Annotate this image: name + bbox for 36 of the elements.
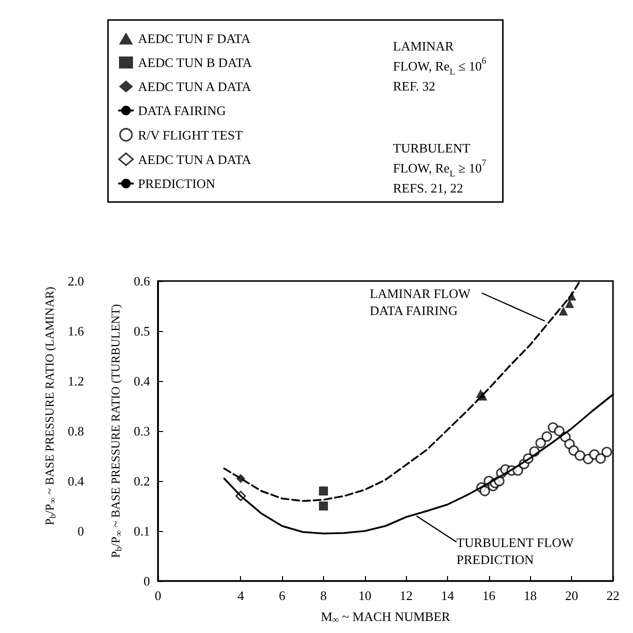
x-tick-label: 8 — [320, 588, 327, 603]
legend-label: PREDICTION — [138, 176, 216, 191]
y-tick-label: 0.2 — [134, 474, 150, 488]
x-tick-label: 12 — [400, 588, 413, 603]
x-axis-title: M∞ ~ MACH NUMBER — [320, 609, 451, 624]
legend-label: AEDC TUN F DATA — [138, 31, 252, 46]
y-tick-label: 0.4 — [134, 374, 150, 388]
y2-tick-label: 0 — [78, 524, 84, 538]
y-tick-label: 0 — [144, 574, 150, 588]
y2-tick-label: 1.2 — [68, 374, 84, 388]
x-tick-label: 14 — [441, 588, 455, 603]
y-tick-label: 0.1 — [134, 524, 150, 538]
annotation: TURBULENT FLOW PREDICTION — [456, 535, 574, 567]
y-axis-title: Pb/P∞ ~ BASE PRESSURE RATIO (TURBULENT) — [108, 304, 124, 558]
x-tick-label: 18 — [524, 588, 537, 603]
x-tick-label: 10 — [358, 588, 372, 603]
x-tick-label: 0 — [154, 588, 162, 603]
x-tick-label: 22 — [606, 588, 620, 603]
legend-label: DATA FAIRING — [138, 103, 226, 118]
legend-label: R/V FLIGHT TEST — [138, 127, 243, 142]
x-tick-label: 4 — [237, 588, 244, 603]
y2-tick-label: 2.0 — [68, 274, 84, 288]
annotation: LAMINAR FLOW DATA FAIRING — [370, 286, 472, 318]
y2-tick-label: 1.6 — [68, 324, 84, 338]
legend-label: AEDC TUN A DATA — [138, 152, 252, 167]
x-tick-label: 6 — [278, 588, 286, 603]
y-tick-label: 0.5 — [134, 324, 150, 338]
y-tick-label: 0.3 — [134, 424, 150, 438]
y2-tick-label: 0.8 — [68, 424, 84, 438]
x-tick-label: 16 — [482, 588, 496, 603]
y2-tick-label: 0.4 — [68, 474, 84, 488]
y-tick-label: 0.6 — [134, 274, 150, 288]
legend-label: AEDC TUN A DATA — [138, 79, 252, 94]
y2-axis-title: Pb/P∞ ~ BASE PRESSURE RATIO (LAMINAR) — [42, 286, 58, 526]
x-tick-label: 20 — [565, 588, 578, 603]
legend-label: AEDC TUN B DATA — [138, 55, 253, 70]
